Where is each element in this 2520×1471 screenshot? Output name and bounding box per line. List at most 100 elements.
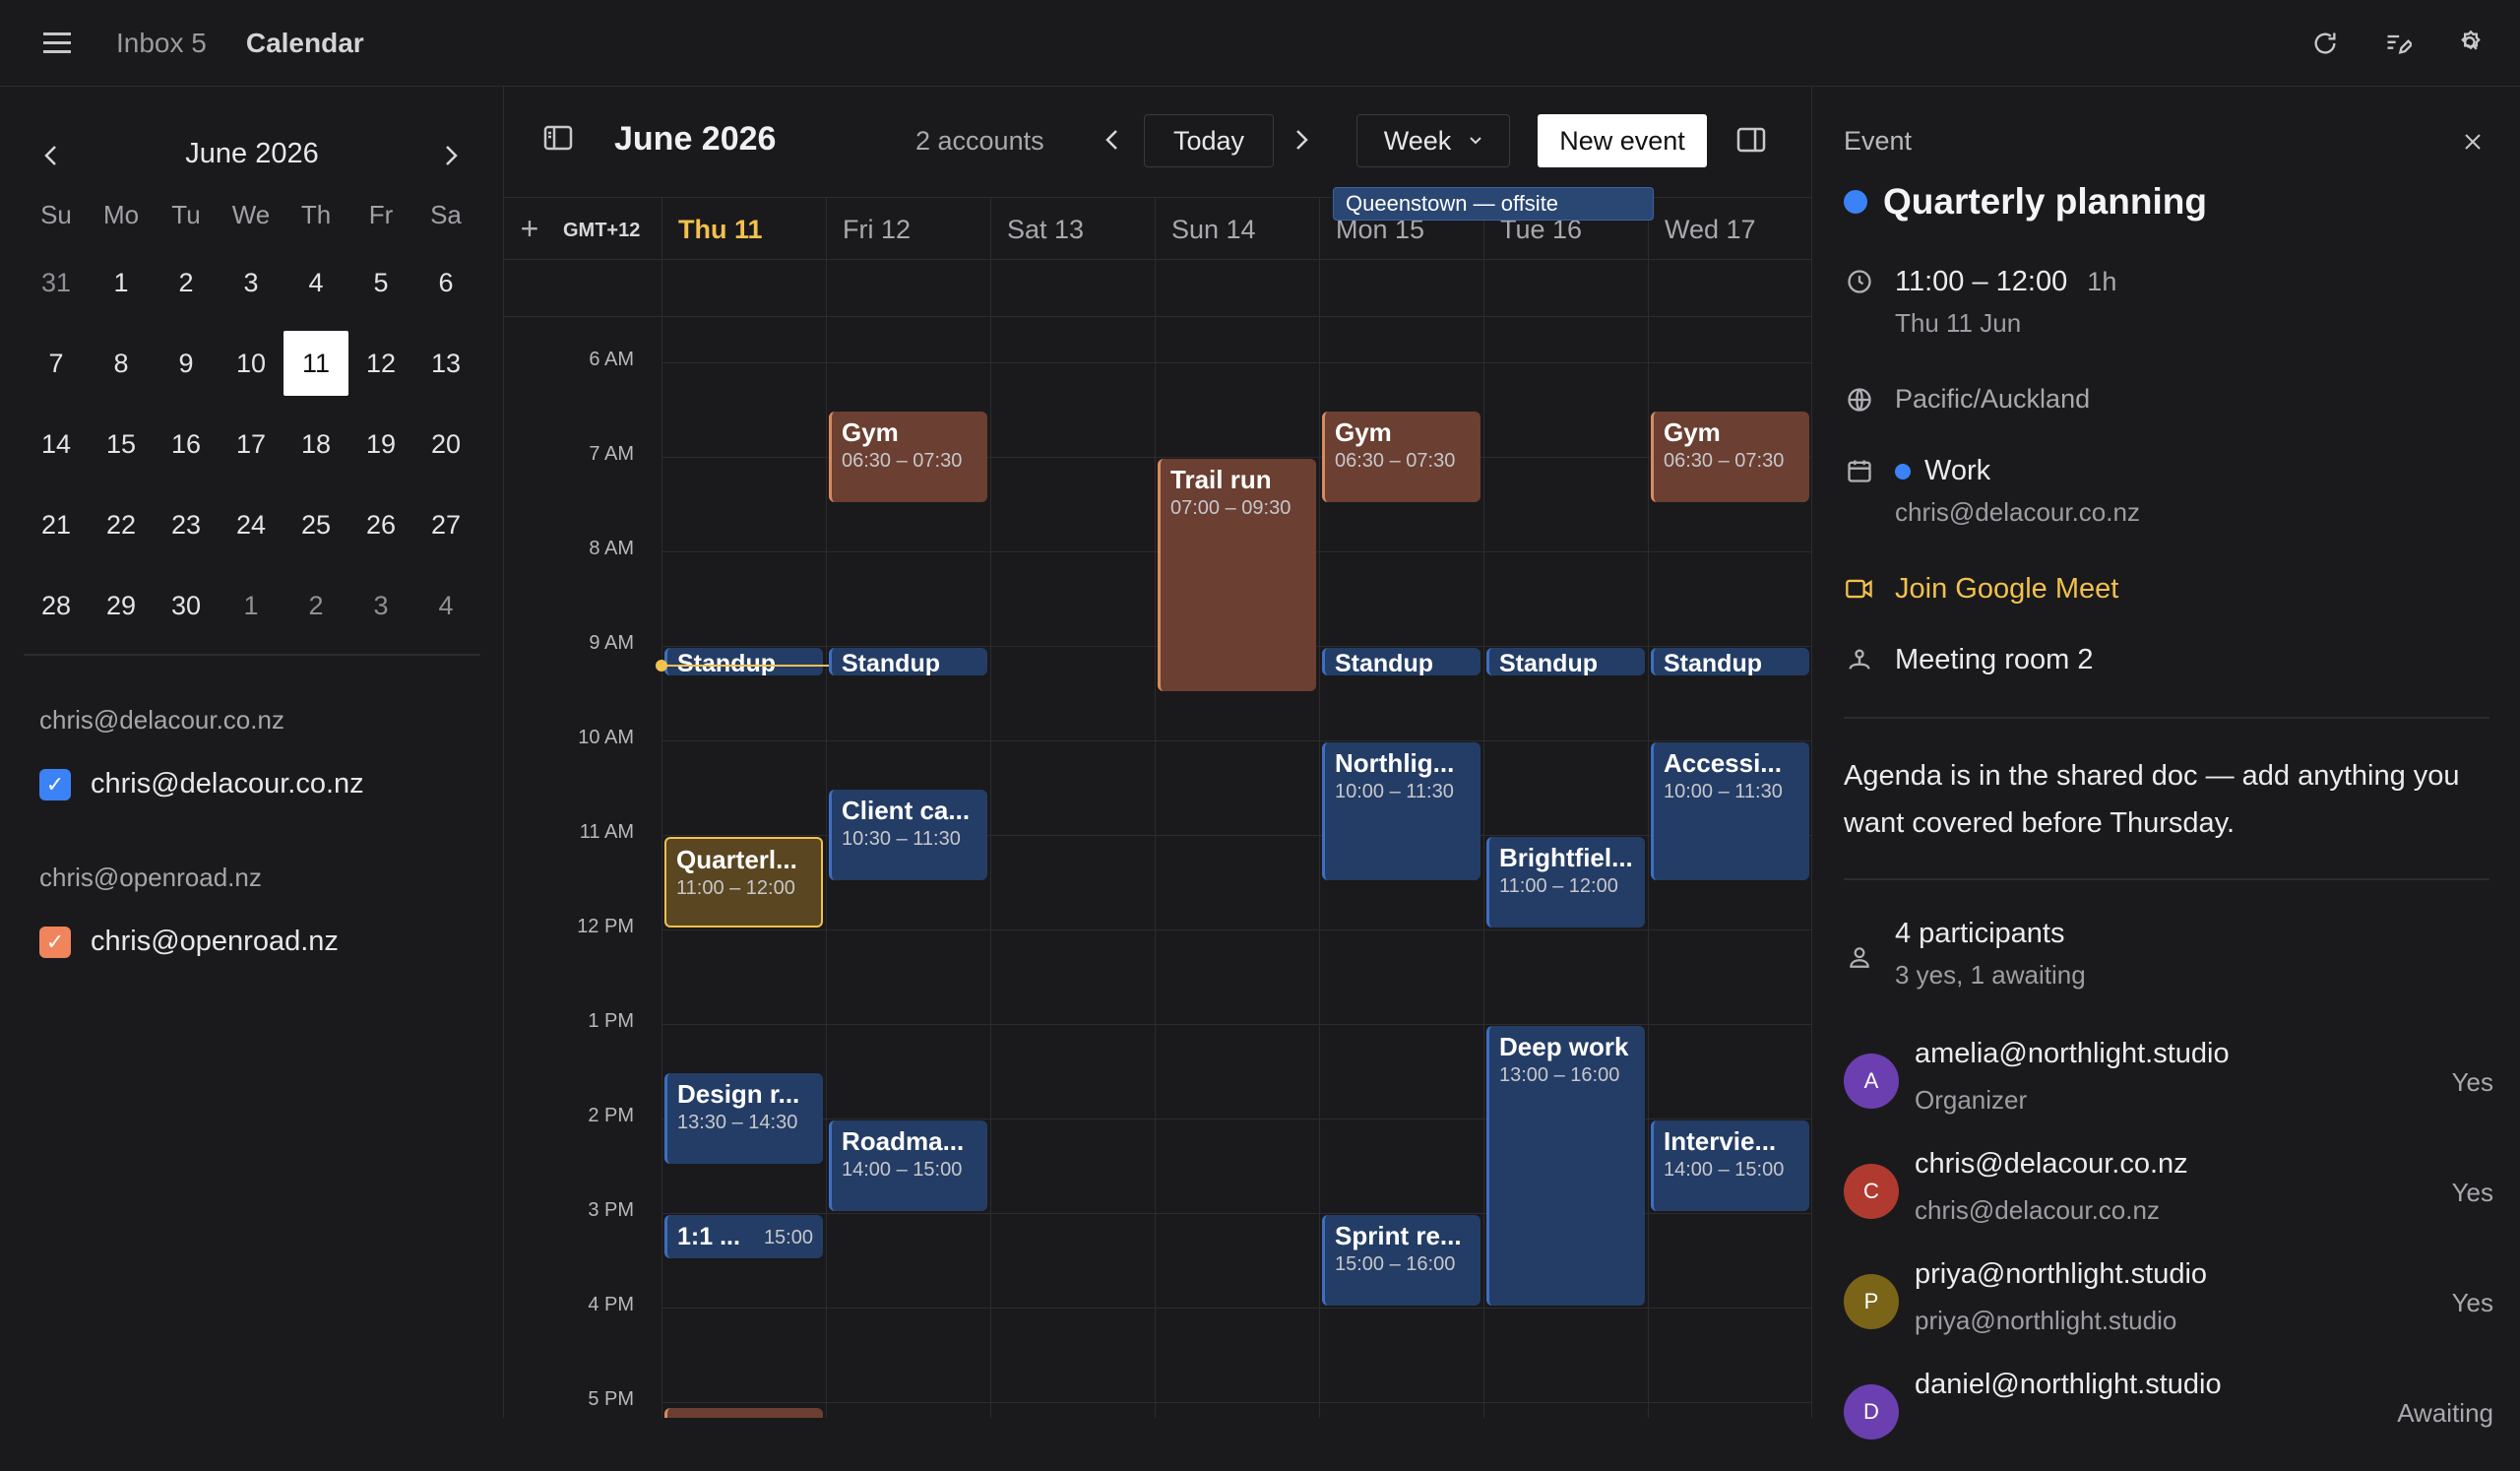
mini-calendar-day[interactable]: 13 [413,323,478,404]
participant-status: Yes [2451,1178,2493,1207]
all-day-cell[interactable] [1155,260,1319,317]
join-meet-link[interactable]: Join Google Meet [1895,573,2119,605]
mini-calendar-day[interactable]: 21 [24,484,89,565]
calendar-event[interactable]: Gym 06:30 – 07:30 [1651,412,1809,502]
mini-calendar-day[interactable]: 16 [154,404,219,484]
mini-calendar-day[interactable]: 9 [154,323,219,404]
mini-calendar-day[interactable]: 24 [219,484,284,565]
day-header-1[interactable]: Fri 12 [826,198,990,261]
day-header-6[interactable]: Wed 17 [1648,198,1812,261]
calendar-event[interactable]: Quarterl... 11:00 – 12:00 [664,837,823,927]
calendar-event[interactable]: Standup [829,648,987,675]
mini-calendar-day[interactable]: 2 [284,565,348,646]
mini-calendar-day[interactable]: 31 [24,242,89,323]
day-header-2[interactable]: Sat 13 [990,198,1155,261]
compose-icon[interactable] [2376,22,2420,65]
mini-calendar-day[interactable]: 4 [413,565,478,646]
close-icon[interactable] [2455,124,2490,160]
prev-month-button[interactable] [30,134,73,177]
all-day-event[interactable]: Queenstown — offsite [1333,187,1654,221]
calendar-event[interactable]: 1:1 ... 15:00 [664,1215,823,1258]
add-timezone-button[interactable]: + [520,211,539,246]
mini-calendar-day[interactable]: 3 [348,565,413,646]
mini-calendar-day[interactable]: 17 [219,404,284,484]
mini-calendar-day[interactable]: 2 [154,242,219,323]
calendar-event[interactable]: Accessi... 10:00 – 11:30 [1651,742,1809,880]
calendar-event[interactable]: Trail run 07:00 – 09:30 [1158,459,1316,691]
calendar-event[interactable]: Brightfiel... 11:00 – 12:00 [1486,837,1645,927]
mini-calendar-day[interactable]: 25 [284,484,348,565]
mini-calendar-day[interactable]: 22 [89,484,154,565]
mini-calendar-day[interactable]: 23 [154,484,219,565]
day-header-0[interactable]: Thu 11 [662,198,826,261]
all-day-cell[interactable] [1483,260,1648,317]
mini-calendar-day[interactable]: 29 [89,565,154,646]
all-day-cell[interactable] [826,260,990,317]
next-week-button[interactable] [1280,118,1323,161]
all-day-cell[interactable] [990,260,1155,317]
mini-calendar-day[interactable]: 11 [284,323,348,404]
mini-calendar-day[interactable]: 6 [413,242,478,323]
calendar-event[interactable]: Standup [664,648,823,675]
mini-calendar-day[interactable]: 14 [24,404,89,484]
next-month-button[interactable] [429,134,472,177]
calendar-event[interactable]: Standup [1651,648,1809,675]
mini-calendar-day[interactable]: 19 [348,404,413,484]
calendar-toggle[interactable]: ✓ chris@delacour.co.nz [39,768,364,800]
mini-calendar-day[interactable]: 3 [219,242,284,323]
tab-calendar[interactable]: Calendar [245,27,364,58]
calendar-event[interactable]: Intervie... 14:00 – 15:00 [1651,1120,1809,1211]
calendar-event[interactable]: Roadma... 14:00 – 15:00 [829,1120,987,1211]
calendar-toggle[interactable]: ✓ chris@openroad.nz [39,926,339,958]
selected-day[interactable]: 11 [284,331,348,396]
calendar-event[interactable]: Deep work 13:00 – 16:00 [1486,1026,1645,1306]
mini-calendar-day[interactable]: 30 [154,565,219,646]
mini-calendar-day[interactable]: 18 [284,404,348,484]
tab-inbox[interactable]: Inbox 5 [116,27,207,58]
new-event-button[interactable]: New event [1538,114,1707,167]
mini-calendar-day[interactable]: 1 [219,565,284,646]
calendar-event-partial[interactable] [664,1408,823,1418]
calendar-event[interactable]: Standup [1486,648,1645,675]
day-header-3[interactable]: Sun 14 [1155,198,1319,261]
calendar-event[interactable]: Gym 06:30 – 07:30 [1322,412,1480,502]
all-day-cell[interactable] [662,260,826,317]
meet-row[interactable]: Join Google Meet [1844,573,2118,606]
checkbox-checked-icon[interactable]: ✓ [39,768,71,800]
mini-calendar-day[interactable]: 5 [348,242,413,323]
mini-calendar-day[interactable]: 20 [413,404,478,484]
checkbox-checked-icon[interactable]: ✓ [39,926,71,958]
calendar-event[interactable]: Gym 06:30 – 07:30 [829,412,987,502]
calendar-event[interactable]: Standup [1322,648,1480,675]
mini-calendar-day[interactable]: 1 [89,242,154,323]
mini-calendar-day[interactable]: 8 [89,323,154,404]
toggle-sidebar-icon[interactable] [543,124,573,152]
calendar-event[interactable]: Northlig... 10:00 – 11:30 [1322,742,1480,880]
search-settings-icon[interactable] [2449,22,2492,65]
event-time: 15:00 – 16:00 [1335,1253,1456,1275]
all-day-cell[interactable] [1319,260,1483,317]
accounts-selector[interactable]: 2 accounts [915,126,1044,156]
refresh-icon[interactable] [2303,22,2347,65]
calendar-event[interactable]: Design r... 13:30 – 14:30 [664,1073,823,1164]
view-select[interactable]: Week [1356,114,1510,167]
all-day-cell[interactable] [1648,260,1812,317]
mini-calendar-day[interactable]: 12 [348,323,413,404]
calendar-event[interactable]: Client ca... 10:30 – 11:30 [829,790,987,880]
prev-week-button[interactable] [1091,118,1134,161]
mini-calendar-day[interactable]: 4 [284,242,348,323]
mini-calendar-day[interactable]: 28 [24,565,89,646]
toggle-panel-icon[interactable] [1736,126,1766,154]
menu-icon[interactable] [37,24,77,63]
today-button[interactable]: Today [1144,114,1274,167]
calendar-event[interactable]: Sprint re... 15:00 – 16:00 [1322,1215,1480,1306]
mini-calendar-day[interactable]: 15 [89,404,154,484]
mini-calendar-day[interactable]: 7 [24,323,89,404]
mini-calendar-day[interactable]: 27 [413,484,478,565]
mini-calendar-day[interactable]: 26 [348,484,413,565]
mini-calendar-day[interactable]: 10 [219,323,284,404]
